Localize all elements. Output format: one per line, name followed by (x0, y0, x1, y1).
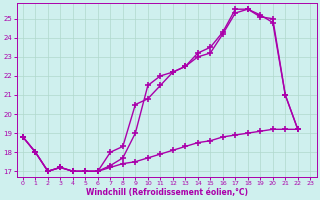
X-axis label: Windchill (Refroidissement éolien,°C): Windchill (Refroidissement éolien,°C) (85, 188, 248, 197)
